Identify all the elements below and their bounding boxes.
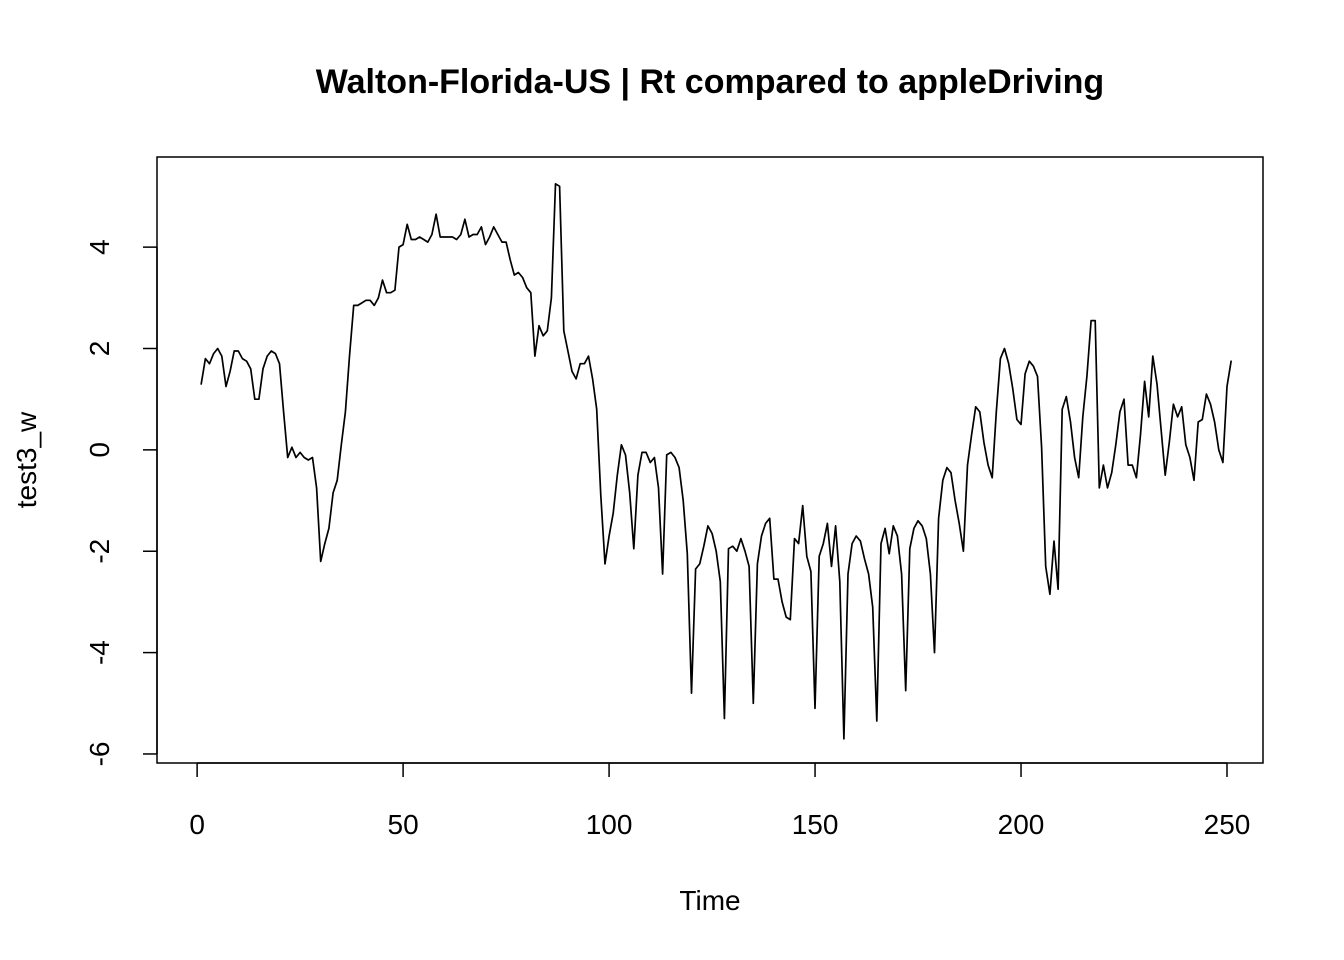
chart-title: Walton-Florida-US | Rt compared to apple… <box>316 63 1104 101</box>
x-tick-label: 100 <box>586 809 633 840</box>
x-axis: 0 50 100 150 200 250 <box>189 762 1251 840</box>
y-tick-label: 0 <box>84 442 115 458</box>
y-tick-label: -2 <box>84 539 115 564</box>
plot-frame <box>156 156 1264 764</box>
x-tick-label: 150 <box>792 809 839 840</box>
x-tick-label: 0 <box>189 809 205 840</box>
y-tick-label: 2 <box>84 341 115 357</box>
y-tick-label: -6 <box>84 742 115 767</box>
x-tick-label: 50 <box>388 809 419 840</box>
y-axis: -6 -4 -2 0 2 4 <box>84 239 158 767</box>
y-tick-label: 4 <box>84 239 115 255</box>
x-tick-label: 200 <box>998 809 1045 840</box>
y-tick-label: -4 <box>84 640 115 665</box>
series-line <box>200 182 1232 740</box>
x-tick-label: 250 <box>1204 809 1251 840</box>
y-axis-label: test3_w <box>11 411 42 508</box>
x-axis-label: Time <box>679 885 740 916</box>
